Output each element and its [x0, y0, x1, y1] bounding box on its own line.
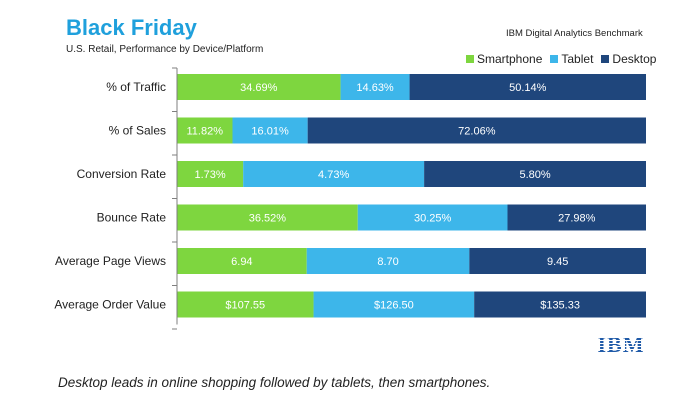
bar-bounce-rate-desktop [507, 204, 646, 231]
source-label: IBM Digital Analytics Benchmark [506, 28, 643, 39]
bar-bounce-rate-tablet [357, 204, 508, 231]
data-label-bounce-rate-desktop: 27.98% [558, 213, 596, 225]
data-label-average-order-value-smartphone: $107.55 [225, 300, 265, 312]
ibm-logo: IBM [598, 332, 645, 356]
bar-conversion-rate-tablet [243, 161, 425, 187]
category-label-conversion-rate: Conversion Rate [77, 167, 167, 181]
category-label-bounce-rate: Bounce Rate [97, 211, 167, 225]
legend-item-smartphone: Smartphone [466, 52, 542, 66]
bar-average-page-views-desktop [469, 248, 646, 274]
legend-item-desktop: Desktop [601, 52, 656, 66]
data-label-average-order-value-tablet: $126.50 [374, 300, 414, 312]
caption: Desktop leads in online shopping followe… [58, 375, 491, 390]
legend-swatch-desktop [601, 55, 610, 63]
ibm-logo-text: IBM [598, 332, 645, 356]
data-label-average-order-value-desktop: $135.33 [540, 300, 580, 312]
data-label-conversion-rate-tablet: 4.73% [318, 169, 349, 181]
data-label-conversion-rate-smartphone: 1.73% [194, 169, 225, 181]
legend-label-tablet: Tablet [561, 52, 594, 66]
legend-label-desktop: Desktop [612, 52, 657, 66]
data-label-of-sales-smartphone: 11.82% [186, 126, 223, 138]
bar-bounce-rate-smartphone [177, 204, 358, 231]
data-label-of-sales-tablet: 16.01% [251, 126, 289, 138]
data-label-of-sales-desktop: 72.06% [458, 126, 496, 138]
data-label-of-traffic-desktop: 50.14% [509, 82, 547, 94]
chart-title: Black Friday [66, 15, 197, 40]
bar-average-order-value-tablet [313, 291, 475, 318]
bar-of-sales-smartphone [177, 117, 233, 144]
bar-average-order-value-desktop [474, 291, 646, 318]
bar-of-traffic-desktop [409, 74, 646, 100]
bar-conversion-rate-smartphone [177, 161, 244, 187]
legend-swatch-smartphone [466, 55, 474, 63]
chart-subtitle: U.S. Retail, Performance by Device/Platf… [66, 44, 264, 55]
bar-average-page-views-tablet [306, 248, 470, 274]
category-label-of-sales: % of Sales [109, 124, 166, 138]
bar-conversion-rate-desktop [424, 161, 646, 187]
legend: Smartphone Tablet Desktop [466, 52, 664, 66]
bar-average-page-views-smartphone [177, 248, 307, 274]
data-label-average-page-views-tablet: 8.70 [377, 256, 398, 268]
data-label-bounce-rate-tablet: 30.25% [414, 213, 452, 225]
category-label-average-order-value: Average Order Value [54, 298, 166, 312]
data-label-bounce-rate-smartphone: 36.52% [249, 213, 287, 225]
legend-swatch-tablet [550, 55, 559, 63]
data-label-average-page-views-smartphone: 6.94 [231, 256, 252, 268]
legend-label-smartphone: Smartphone [477, 52, 543, 66]
legend-item-tablet: Tablet [550, 52, 593, 66]
bar-of-sales-tablet [232, 117, 308, 144]
category-label-average-page-views: Average Page Views [55, 254, 166, 268]
data-label-of-traffic-tablet: 14.63% [356, 82, 394, 94]
data-label-of-traffic-smartphone: 34.69% [240, 82, 278, 94]
bar-of-sales-desktop [307, 117, 646, 144]
bar-average-order-value-smartphone [177, 291, 314, 318]
data-label-conversion-rate-desktop: 5.80% [519, 169, 550, 181]
data-label-average-page-views-desktop: 9.45 [547, 256, 568, 268]
bar-of-traffic-smartphone [177, 74, 341, 100]
bar-of-traffic-tablet [340, 74, 410, 100]
stacked-bar-chart: % of Traffic 34.69% 14.63% 50.14% % of Sales… [54, 67, 646, 330]
category-label-of-traffic: % of Traffic [106, 80, 166, 94]
